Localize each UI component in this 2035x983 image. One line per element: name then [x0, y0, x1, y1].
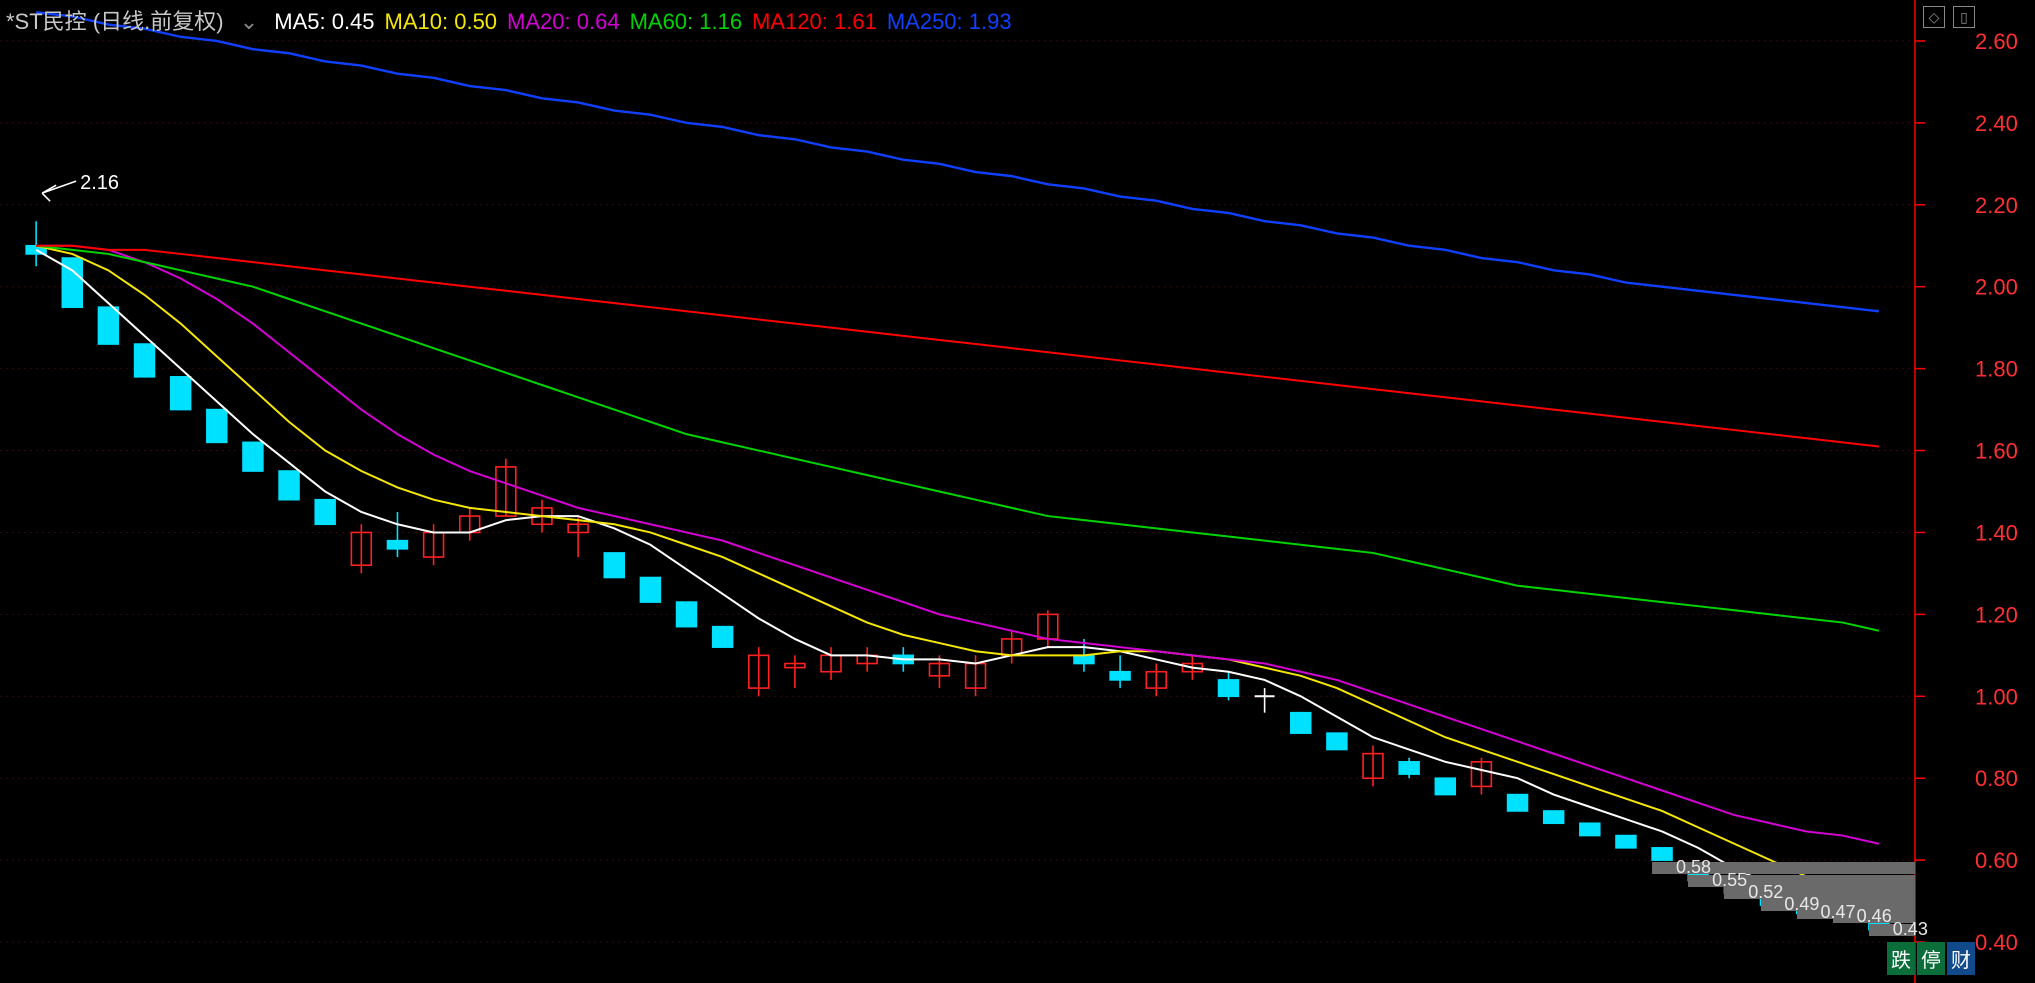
- candle-body: [1616, 836, 1636, 848]
- ma-line-MA10: [36, 246, 1879, 901]
- y-tick-label: 0.40: [1975, 930, 2018, 955]
- highlight-price-label: 0.46: [1857, 906, 1892, 927]
- highlight-price-label: 0.43: [1893, 919, 1928, 940]
- candle-body: [315, 500, 335, 525]
- diamond-icon[interactable]: ◇: [1923, 6, 1945, 28]
- candle-body: [677, 602, 697, 627]
- y-tick-label: 2.60: [1975, 29, 2018, 54]
- y-tick-label: 1.40: [1975, 520, 2018, 545]
- candle-body: [1580, 823, 1600, 835]
- candle-body: [1544, 811, 1564, 823]
- candle-body: [135, 344, 155, 377]
- candle-body: [388, 541, 408, 549]
- candle-body: [1074, 655, 1094, 663]
- chart-legend: *ST民控 (日线.前复权) ⌄ MA5: 0.45MA10: 0.50MA20…: [6, 4, 1022, 36]
- candle-body: [1110, 672, 1130, 680]
- highlight-price-label: 0.52: [1748, 882, 1783, 903]
- y-tick-label: 2.40: [1975, 111, 2018, 136]
- badge-part2: 停: [1917, 942, 1945, 975]
- start-price-label: 2.16: [80, 172, 119, 194]
- ma-line-MA20: [36, 246, 1879, 844]
- badge-part1: 跌: [1887, 942, 1915, 975]
- candle-body: [171, 377, 191, 410]
- rect-icon[interactable]: ▯: [1953, 6, 1975, 28]
- candle-body: [1219, 680, 1239, 696]
- y-tick-label: 2.00: [1975, 275, 2018, 300]
- ma-line-MA60: [36, 246, 1879, 631]
- ma-line-MA5: [36, 250, 1879, 922]
- highlight-price-label: 0.47: [1821, 902, 1856, 923]
- watermark-badge: 跌 停 财: [1887, 942, 1975, 975]
- candle-body: [1435, 778, 1455, 794]
- y-tick-label: 1.20: [1975, 602, 2018, 627]
- y-tick-label: 1.60: [1975, 439, 2018, 464]
- ma-line-MA120: [36, 246, 1879, 447]
- start-price-arrow: [42, 181, 76, 201]
- candle-body: [1652, 848, 1672, 860]
- y-tick-label: 0.60: [1975, 848, 2018, 873]
- candle-body: [1291, 713, 1311, 733]
- y-tick-label: 1.80: [1975, 357, 2018, 382]
- candle-body: [604, 553, 624, 578]
- candle-body: [1399, 762, 1419, 774]
- highlight-price-label: 0.58: [1676, 857, 1711, 878]
- badge-part3: 财: [1947, 942, 1975, 975]
- candle-body: [713, 627, 733, 647]
- y-tick-label: 0.80: [1975, 766, 2018, 791]
- candle-body: [1508, 795, 1528, 811]
- corner-icons: ◇ ▯: [1923, 6, 1975, 28]
- candle-body: [279, 471, 299, 500]
- y-tick-label: 1.00: [1975, 684, 2018, 709]
- candle-body: [98, 307, 118, 344]
- candle-body: [243, 442, 263, 471]
- candle-body: [640, 578, 660, 603]
- ma-line-MA250: [36, 12, 1879, 311]
- candle-body: [207, 410, 227, 443]
- candle-body: [1327, 733, 1347, 749]
- price-chart[interactable]: 0.40 0.60 0.80 1.00 1.20 1.40 1.60 1.80 2.00 2.20…: [0, 0, 2035, 983]
- y-tick-label: 2.20: [1975, 193, 2018, 218]
- highlight-price-label: 0.55: [1712, 870, 1747, 891]
- highlight-price-label: 0.49: [1784, 894, 1819, 915]
